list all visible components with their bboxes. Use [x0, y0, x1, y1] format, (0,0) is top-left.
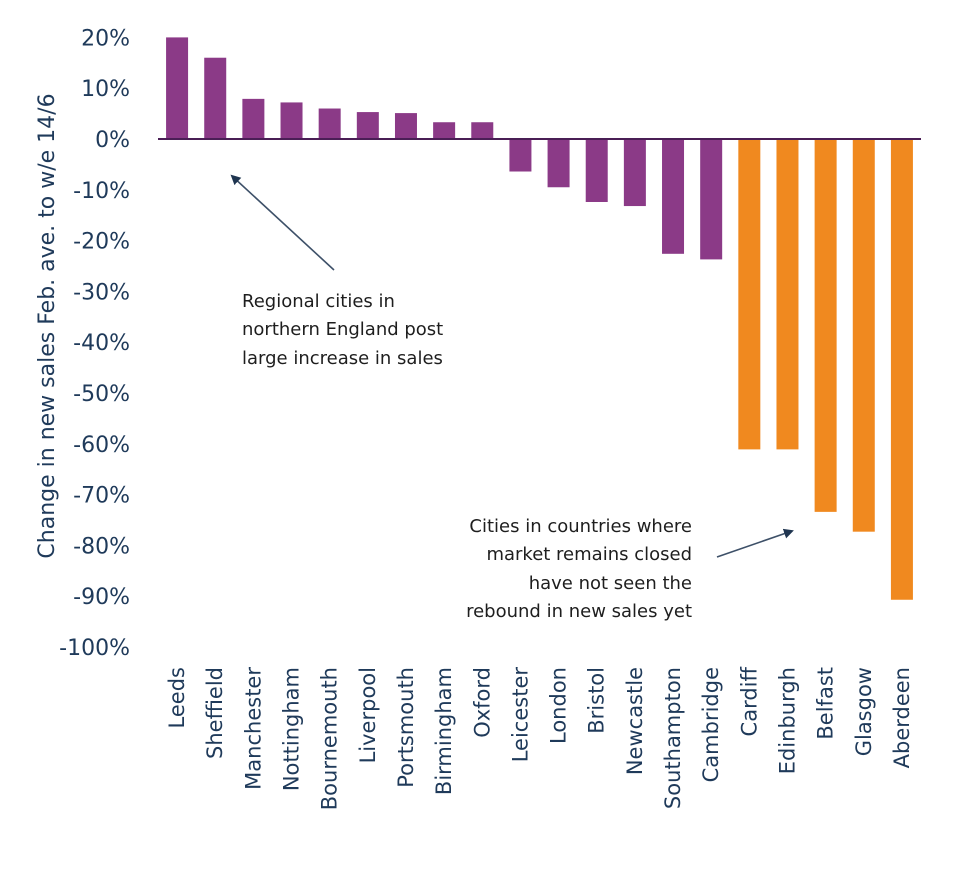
- x-tick-label: Oxford: [470, 667, 494, 738]
- bar-bristol: [585, 139, 608, 202]
- x-tick-label: Manchester: [241, 667, 265, 790]
- x-tick-label: Edinburgh: [775, 667, 799, 774]
- bar-nottingham: [280, 102, 303, 139]
- y-tick-label: -50%: [73, 382, 130, 407]
- y-tick-label: -90%: [73, 585, 130, 610]
- bars: [166, 37, 913, 600]
- annotation-arrow: [716, 528, 794, 558]
- annotation-line: large increase in sales: [242, 348, 443, 369]
- x-tick-label: Leicester: [508, 667, 532, 763]
- y-tick-label: -60%: [73, 433, 130, 458]
- y-tick-label: -80%: [73, 534, 130, 559]
- bar-cambridge: [700, 139, 723, 260]
- bar-oxford: [471, 122, 494, 139]
- x-tick-label: Cambridge: [699, 667, 723, 782]
- y-tick-label: -20%: [73, 230, 130, 255]
- annotation-line: rebound in new sales yet: [466, 601, 692, 622]
- bar-edinburgh: [776, 139, 799, 450]
- bar-liverpool: [356, 112, 379, 139]
- y-tick-label: 20%: [81, 26, 130, 51]
- bar-london: [547, 139, 570, 188]
- annotation-northern-england: Regional cities in northern England post…: [230, 174, 443, 369]
- x-tick-label: Leeds: [165, 667, 189, 728]
- y-tick-label: -40%: [73, 331, 130, 356]
- bar-sheffield: [204, 57, 227, 139]
- x-tick-label: Newcastle: [623, 667, 647, 775]
- annotation-line: Regional cities in: [242, 291, 395, 312]
- y-tick-label: -70%: [73, 484, 130, 509]
- bar-leeds: [166, 37, 189, 139]
- x-tick-label: London: [547, 667, 571, 744]
- bar-aberdeen: [890, 139, 913, 600]
- bar-leicester: [509, 139, 532, 172]
- annotation-line: Cities in countries where: [469, 516, 692, 537]
- bar-cardiff: [738, 139, 761, 450]
- x-tick-label: Glasgow: [852, 667, 876, 756]
- bar-glasgow: [852, 139, 875, 532]
- x-tick-label: Bristol: [585, 667, 609, 734]
- bar-newcastle: [623, 139, 646, 207]
- y-tick-label: -10%: [73, 179, 130, 204]
- x-tick-label: Liverpool: [356, 667, 380, 763]
- x-tick-label: Birmingham: [432, 667, 456, 795]
- y-tick-label: 10%: [81, 77, 130, 102]
- y-tick-label: -30%: [73, 280, 130, 305]
- annotation-arrow: [230, 174, 335, 271]
- x-tick-label: Belfast: [814, 667, 838, 740]
- x-tick-label: Cardiff: [737, 666, 761, 736]
- bar-southampton: [662, 139, 685, 254]
- y-tick-label: -100%: [59, 636, 130, 661]
- x-tick-label: Portsmouth: [394, 667, 418, 788]
- bar-bournemouth: [318, 108, 341, 139]
- x-tick-label: Aberdeen: [890, 667, 914, 768]
- x-tick-label: Southampton: [661, 667, 685, 809]
- bar-birmingham: [433, 122, 456, 139]
- y-axis-title: Change in new sales Feb. ave. to w/e 14/…: [35, 93, 60, 558]
- annotation-line: market remains closed: [486, 544, 692, 565]
- bar-belfast: [814, 139, 837, 512]
- x-tick-label: Bournemouth: [318, 667, 342, 810]
- x-tick-label: Nottingham: [280, 667, 304, 791]
- x-axis-labels: Leeds Sheffield Manchester Nottingham Bourne…: [165, 666, 914, 810]
- annotation-closed-markets: Cities in countries where market remains…: [466, 516, 794, 622]
- bar-manchester: [242, 98, 265, 139]
- annotation-line: northern England post: [242, 319, 443, 340]
- bar-portsmouth: [394, 113, 417, 139]
- y-tick-label: 0%: [95, 128, 130, 153]
- y-axis-ticks: 20% 10% 0% -10% -20% -30% -40% -50% -60% -70% -80%…: [59, 26, 130, 661]
- x-tick-label: Sheffield: [203, 667, 227, 759]
- annotation-line: have not seen the: [529, 573, 692, 594]
